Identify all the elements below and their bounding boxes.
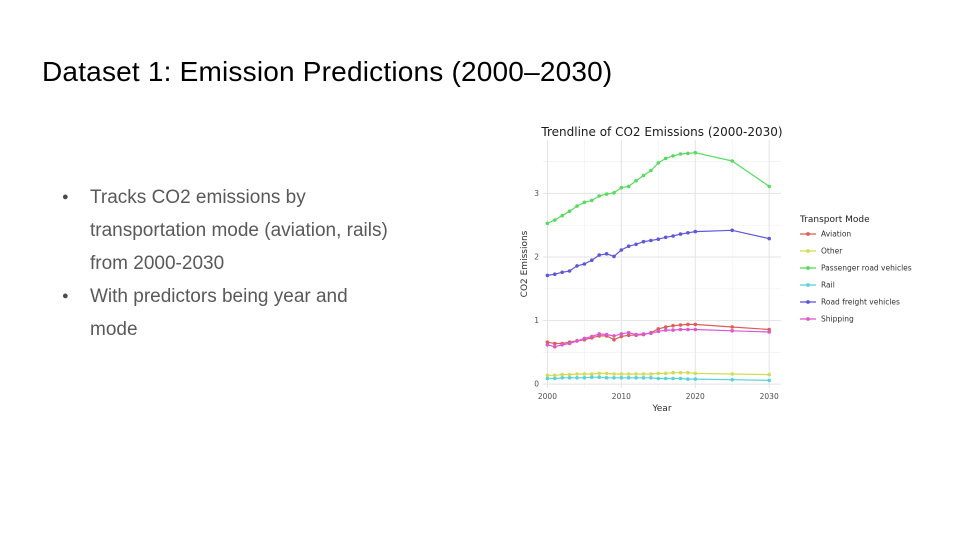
emissions-chart-figure: Trendline of CO2 Emissions (2000-2030) Ye… [515,118,955,418]
legend-key-point-icon [806,317,810,321]
bullet-dot-icon: ● [62,290,69,302]
chart-gridlines [543,140,781,388]
chart-series-road-freight-vehicles [545,228,771,278]
bullet-dot-icon: ● [62,191,69,203]
x-tick-label: 2000 [538,392,557,401]
legend-entry-rail: Rail [800,281,835,290]
bullet-text: Tracks CO2 emissions by transportation m… [90,187,388,274]
emissions-trendline-chart: Trendline of CO2 Emissions (2000-2030) Ye… [520,125,912,414]
bullet-text: With predictors being year and mode [90,286,348,340]
legend-key-point-icon [806,283,810,287]
chart-series-shipping [545,327,771,349]
legend-entry-passenger-road-vehicles: Passenger road vehicles [800,264,912,273]
chart-series-rail [545,375,771,383]
legend-key-point-icon [806,266,810,270]
chart-series-other [545,370,771,378]
legend-entry-label: Rail [821,281,835,290]
legend-entry-other: Other [800,247,843,256]
y-tick-label: 2 [534,253,539,262]
legend-entry-label: Road freight vehicles [821,298,900,307]
legend-entry-label: Other [821,247,843,256]
axis-tick-labels: 2000 2010 2020 2030 0 1 2 3 [534,189,779,401]
bullet-item: ● With predictors being year and mode [52,280,412,346]
y-tick-label: 3 [534,189,539,198]
legend-entry-label: Aviation [821,230,851,239]
y-axis-label: CO2 Emissions [520,230,530,297]
x-tick-label: 2010 [612,392,631,401]
legend-key-point-icon [806,249,810,253]
slide-title: Dataset 1: Emission Predictions (2000–20… [42,56,613,87]
x-tick-label: 2020 [686,392,705,401]
bullet-item: ● Tracks CO2 emissions by transportation… [52,181,412,280]
legend-title: Transport Mode [799,215,870,225]
legend-entry-road-freight-vehicles: Road freight vehicles [800,298,900,307]
chart-title: Trendline of CO2 Emissions (2000-2030) [540,125,782,139]
chart-legend: Transport Mode Aviation Other Passenger roa… [799,215,912,324]
legend-key-point-icon [806,300,810,304]
bullet-list: ● Tracks CO2 emissions by transportation… [52,181,412,346]
y-tick-label: 1 [534,316,539,325]
legend-entry-shipping: Shipping [800,315,854,324]
x-tick-label: 2030 [760,392,779,401]
y-tick-label: 0 [534,380,539,389]
chart-series-passenger-road-vehicles [545,150,771,226]
legend-entry-aviation: Aviation [800,230,851,239]
x-axis-label: Year [651,404,671,414]
legend-entry-label: Passenger road vehicles [821,264,912,273]
legend-entry-label: Shipping [821,315,854,324]
legend-key-point-icon [806,232,810,236]
